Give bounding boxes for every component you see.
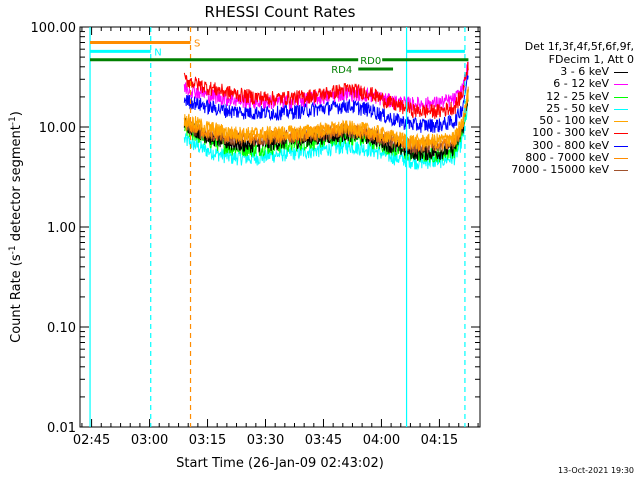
- x-tick-label: 02:45: [73, 433, 110, 448]
- legend-item: 25 - 50 keV: [482, 101, 634, 115]
- x-tick-label: 03:45: [305, 433, 342, 448]
- legend-item-label: 6 - 12 keV: [553, 77, 609, 91]
- legend-item-label: 800 - 7000 keV: [525, 151, 609, 165]
- y-axis-label-sup: -1: [8, 245, 18, 254]
- legend-item-label: 7000 - 15000 keV: [511, 163, 609, 177]
- legend-swatch: [614, 145, 628, 147]
- series-line: [183, 73, 469, 133]
- chart-title: RHESSI Count Rates: [205, 3, 356, 21]
- legend-item-label: 50 - 100 keV: [539, 114, 609, 128]
- y-tick-label: 0.01: [47, 421, 76, 436]
- legend-item-label: 300 - 800 keV: [532, 138, 609, 152]
- attenuator-flag-bars: S N RD0 RD4: [90, 38, 469, 76]
- legend-item-label: 12 - 25 keV: [546, 89, 609, 103]
- y-axis-label-main: Count Rate (s: [9, 254, 24, 343]
- legend-header-1: Det 1f,3f,4f,5f,6f,9f,: [524, 40, 634, 53]
- legend-item: 6 - 12 keV: [482, 78, 634, 90]
- y-tick-label: 1.00: [47, 221, 76, 236]
- legend-item-label: 3 - 6 keV: [560, 65, 609, 78]
- legend-item: 7000 - 15000 keV: [482, 164, 634, 176]
- x-tick-label: 03:15: [189, 433, 226, 448]
- y-axis-label-tail: detector segment: [9, 125, 24, 245]
- legend-swatch: [614, 96, 628, 98]
- series-line: [183, 61, 469, 119]
- y-axis-label-close: ): [9, 111, 24, 116]
- legend-item: 100 - 300 keV: [482, 127, 634, 139]
- flag-label: RD4: [331, 65, 352, 76]
- series-line: [183, 88, 469, 155]
- legend: Det 1f,3f,4f,5f,6f,9f, FDecim 1, Att 0 3…: [482, 40, 634, 177]
- y-tick-label: 0.10: [47, 321, 76, 336]
- legend-item: 3 - 6 keV: [482, 66, 634, 78]
- flag-label: RD0: [360, 56, 381, 67]
- y-axis-label-sup2: -1: [8, 116, 18, 125]
- legend-item-label: 25 - 50 keV: [546, 101, 609, 115]
- y-tick-label: 100.00: [31, 21, 77, 36]
- series-line: [183, 89, 469, 149]
- x-tick-label: 04:00: [363, 433, 400, 448]
- x-tick-label: 03:30: [247, 433, 284, 448]
- y-tick-label: 10.00: [39, 121, 76, 136]
- legend-header-2: FDecim 1, Att 0: [548, 53, 634, 66]
- legend-swatch: [614, 121, 628, 123]
- legend-item: 50 - 100 keV: [482, 115, 634, 127]
- plot-frame: [79, 26, 481, 428]
- x-tick-label: 04:15: [421, 433, 458, 448]
- flag-label-bg: [358, 53, 383, 65]
- legend-swatch: [614, 72, 628, 73]
- legend-item: 12 - 25 keV: [482, 89, 634, 103]
- series-layer: [183, 61, 469, 171]
- legend-item: 800 - 7000 keV: [482, 152, 634, 164]
- legend-swatch: [614, 84, 628, 86]
- legend-swatch: [614, 158, 628, 160]
- legend-item: 300 - 800 keV: [482, 138, 634, 152]
- x-axis-label: Start Time (26-Jan-09 02:43:02): [176, 456, 384, 471]
- y-axis-label: Count Rate (s-1 detector segment-1): [8, 111, 24, 343]
- y-axis: 100.00 10.00 1.00 0.10 0.01: [31, 21, 480, 436]
- flag-label: N: [154, 47, 161, 58]
- x-axis: 02:45 03:00 03:15 03:30 03:45 04:00 04:15: [73, 27, 479, 448]
- legend-item-label: 100 - 300 keV: [532, 126, 609, 140]
- x-tick-label: 03:00: [131, 433, 168, 448]
- generated-timestamp: 13-Oct-2021 19:30: [558, 466, 634, 475]
- legend-swatch: [614, 108, 628, 110]
- legend-rows: 3 - 6 keV 6 - 12 keV 12 - 25 keV 25 - 50 ke…: [482, 66, 634, 177]
- series-line: [183, 99, 469, 171]
- vertical-markers: [89, 27, 466, 427]
- flag-label: S: [194, 38, 200, 49]
- legend-swatch: [614, 133, 628, 135]
- legend-swatch: [614, 170, 628, 172]
- plot-area: [79, 26, 481, 428]
